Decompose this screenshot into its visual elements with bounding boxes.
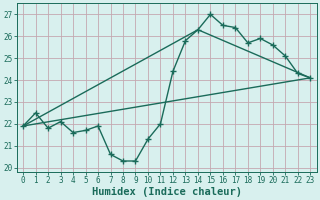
X-axis label: Humidex (Indice chaleur): Humidex (Indice chaleur) [92, 186, 242, 197]
